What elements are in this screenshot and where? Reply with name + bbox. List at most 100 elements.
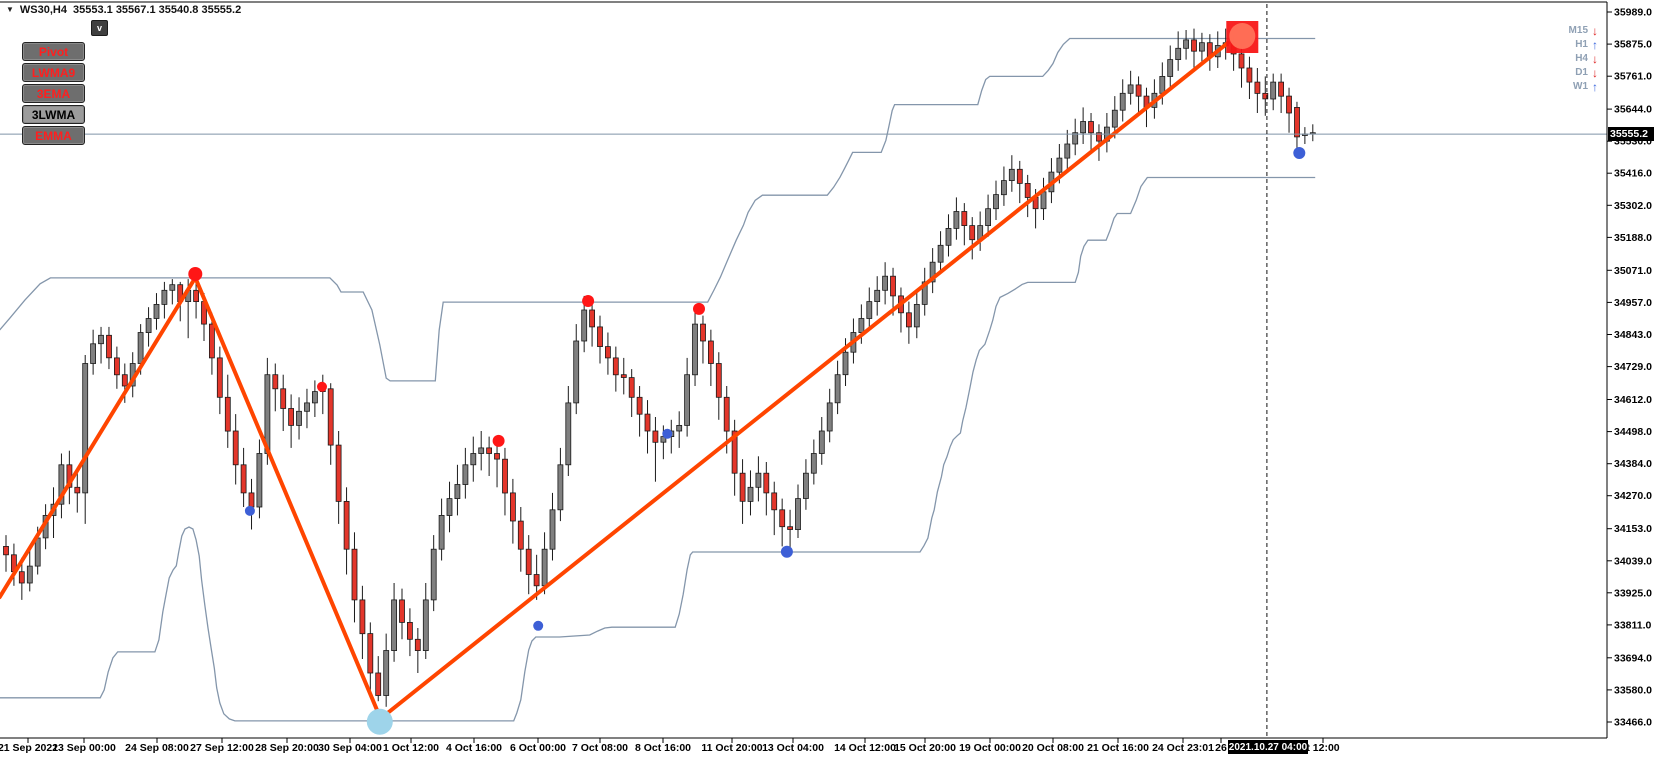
trend-up-arrow-icon: ↑	[1592, 37, 1598, 52]
price-axis-label: 35989.0	[1614, 7, 1652, 19]
bear-candle	[1278, 81, 1284, 97]
bear-candle	[224, 396, 231, 432]
bull-candle	[145, 318, 152, 334]
price-axis-label: 35644.0	[1614, 104, 1652, 116]
current-price-box: 35555.2	[1608, 127, 1654, 141]
bear-candle	[589, 309, 595, 328]
time-axis-label: 13 Oct 04:00	[762, 742, 824, 754]
bull-candle	[818, 430, 825, 454]
price-axis-label: 34384.0	[1614, 458, 1652, 470]
bull-candle	[1199, 42, 1205, 52]
bear-candle	[375, 672, 382, 696]
bull-candle	[90, 343, 96, 364]
price-axis-label: 34612.0	[1614, 394, 1652, 406]
bull-candle	[549, 509, 556, 550]
bull-candle	[1064, 143, 1071, 159]
crosshair-date-box: 2021.10.27 04:00	[1228, 740, 1308, 754]
bull-candle	[256, 453, 263, 508]
bull-candle	[1040, 191, 1047, 210]
bull-candle	[929, 261, 936, 283]
time-axis-label: 8 Oct 16:00	[635, 742, 691, 754]
bear-candle	[605, 346, 611, 359]
bull-candle	[1127, 84, 1134, 94]
pivot-high-dot	[693, 302, 705, 315]
indicator-button-lwma9[interactable]: LWMA9	[22, 63, 85, 82]
price-axis-label: 33580.0	[1614, 684, 1652, 696]
bear-candle	[240, 464, 247, 494]
price-axis-label: 35875.0	[1614, 39, 1652, 51]
bear-candle	[1024, 182, 1031, 198]
price-axis-label: 35302.0	[1614, 200, 1652, 212]
bull-candle	[557, 464, 564, 511]
bull-candle	[462, 464, 469, 485]
timeframe-label: H1	[1575, 39, 1588, 50]
bear-candle	[399, 599, 405, 623]
trend-up-arrow-icon: ↑	[1592, 79, 1598, 94]
upper-envelope-band	[0, 37, 1316, 382]
bear-candle	[1246, 67, 1253, 83]
bull-candle	[921, 281, 928, 305]
bull-candle	[153, 303, 160, 319]
bull-candle	[573, 340, 580, 404]
pivot-high-dot	[582, 295, 595, 307]
bull-candle	[26, 565, 33, 584]
bear-candle	[771, 492, 778, 511]
indicator-button-3ema[interactable]: 3EMA	[22, 84, 85, 103]
bull-candle	[169, 284, 176, 291]
indicator-button-emma[interactable]: EMMA	[22, 126, 85, 145]
bear-candle	[3, 546, 9, 556]
timeframe-row-h4[interactable]: H4 ↓	[1569, 52, 1598, 65]
timeframe-label: W1	[1573, 81, 1588, 92]
bear-candle	[216, 357, 223, 398]
bear-candle	[1088, 121, 1094, 134]
bear-candle	[406, 622, 413, 640]
time-axis-label: 19 Oct 00:00	[959, 742, 1021, 754]
bear-candle	[620, 374, 627, 378]
collapse-button[interactable]: v	[91, 20, 108, 36]
bear-candle	[1294, 107, 1300, 138]
bull-candle	[874, 289, 881, 302]
bull-candle	[1072, 132, 1079, 145]
bull-candle	[1111, 109, 1118, 128]
bear-candle	[106, 334, 112, 359]
bear-candle	[1016, 168, 1023, 184]
price-axis-label: 35761.0	[1614, 71, 1652, 83]
ohlc-values-label: 35553.1 35567.1 35540.8 35555.2	[73, 4, 242, 16]
bull-candle	[1008, 168, 1015, 182]
bull-candle	[1056, 157, 1063, 173]
bull-candle	[137, 332, 144, 364]
major-low-marker	[366, 708, 393, 735]
trend-down-arrow-icon: ↓	[1592, 65, 1598, 80]
bull-candle	[1080, 121, 1086, 134]
bear-candle	[612, 357, 619, 376]
bear-candle	[787, 526, 793, 530]
bull-candle	[692, 323, 698, 376]
bear-candle	[114, 357, 120, 376]
time-axis-label: 14 Oct 12:00	[834, 742, 896, 754]
timeframe-row-h1[interactable]: H1 ↑	[1569, 38, 1598, 51]
bull-candle	[296, 410, 302, 426]
price-axis-label: 33925.0	[1614, 587, 1652, 599]
indicator-button-3lwma[interactable]: 3LWMA	[22, 105, 85, 124]
bull-candle	[98, 334, 104, 345]
indicator-button-pivot[interactable]: Pivot	[22, 42, 85, 61]
price-axis-label: 33466.0	[1614, 717, 1652, 729]
time-axis-label: t 12:00	[1306, 742, 1339, 754]
timeframe-row-m15[interactable]: M15 ↓	[1569, 24, 1598, 37]
pivot-high-dot	[492, 434, 505, 447]
bull-candle	[311, 391, 318, 404]
bull-candle	[1270, 81, 1277, 100]
symbol-period-label: WS30,H4	[19, 4, 67, 16]
bear-candle	[1286, 95, 1292, 114]
bull-candle	[1159, 76, 1166, 94]
price-axis-label: 34498.0	[1614, 426, 1652, 438]
bull-candle	[985, 208, 991, 226]
bear-candle	[509, 492, 516, 522]
timeframe-row-d1[interactable]: D1 ↓	[1569, 66, 1598, 79]
timeframe-label: M15	[1568, 25, 1588, 36]
bull-candle	[795, 498, 801, 531]
bull-candle	[834, 374, 841, 404]
timeframe-row-w1[interactable]: W1 ↑	[1569, 80, 1598, 93]
